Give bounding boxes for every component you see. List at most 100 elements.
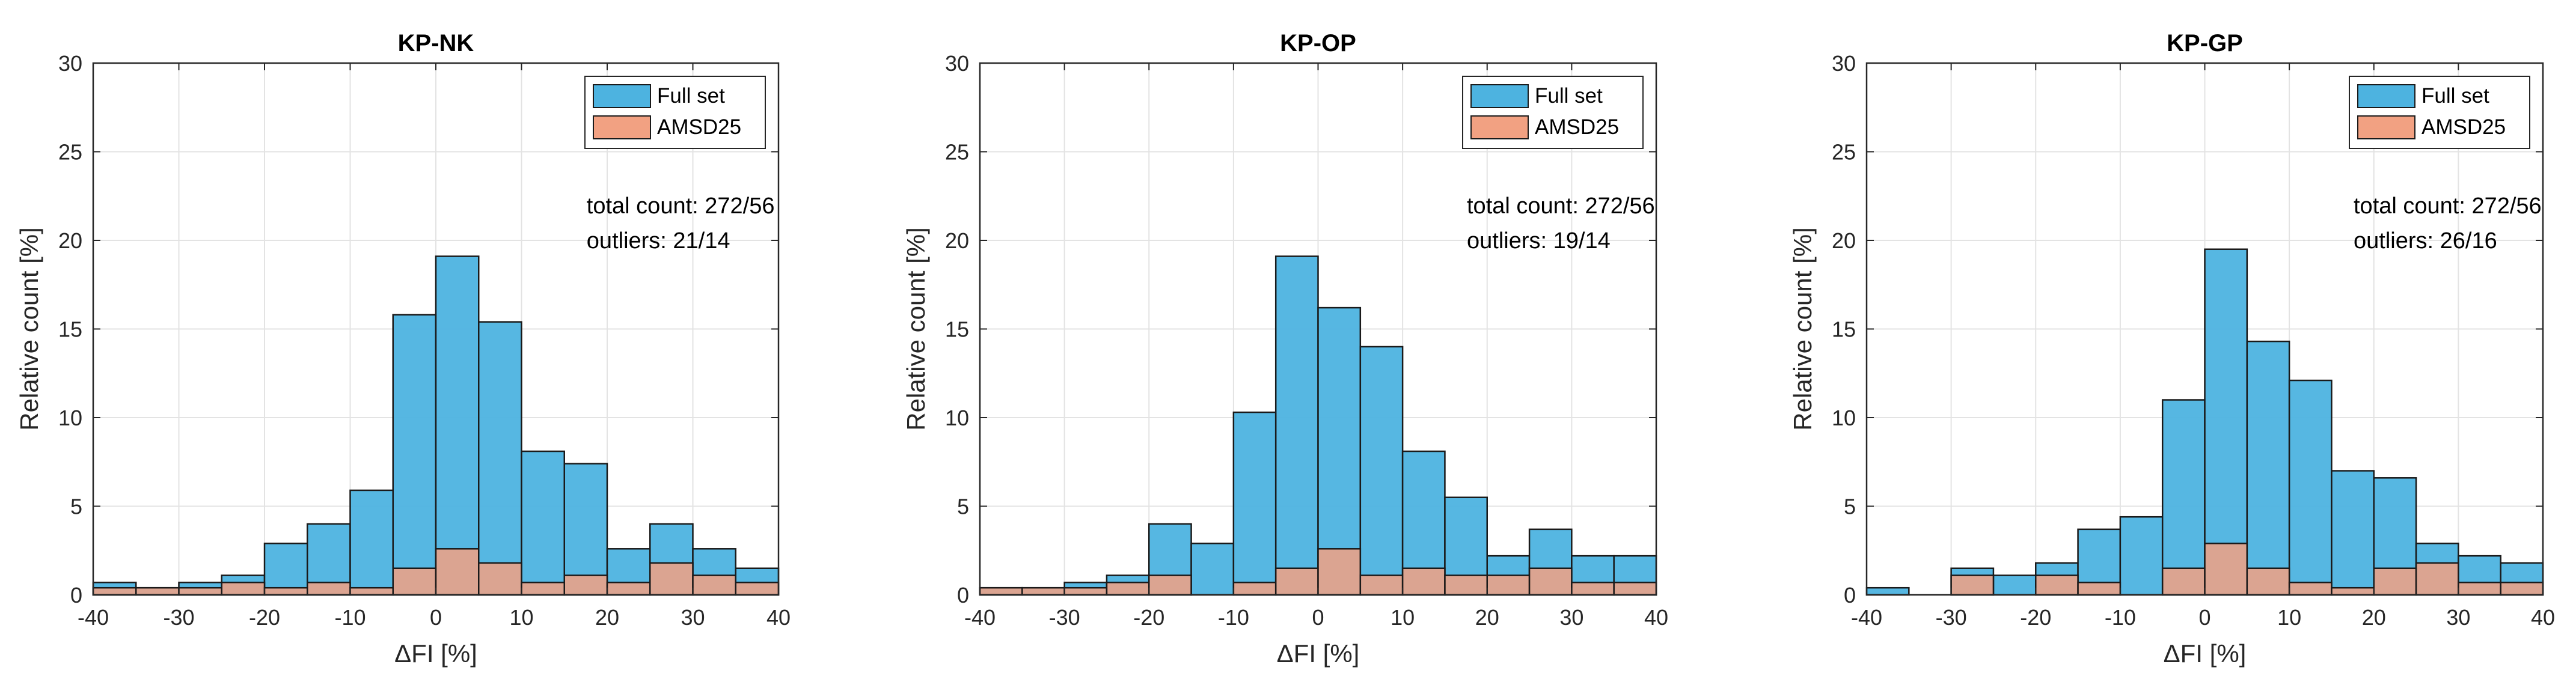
series-amsd25 <box>1950 543 2544 596</box>
bar <box>2288 379 2333 596</box>
bar <box>649 562 694 596</box>
x-tick-label: 10 <box>509 605 533 630</box>
x-tick-label: -30 <box>163 605 194 630</box>
x-tick-label: -40 <box>1851 605 1882 630</box>
bar <box>1865 586 1910 596</box>
chart-title: KP-NK <box>398 30 474 56</box>
x-tick-label: -30 <box>1049 605 1080 630</box>
bar <box>2415 562 2459 596</box>
bar <box>1232 411 1277 596</box>
bar <box>563 574 608 596</box>
x-tick-label: 40 <box>1644 605 1668 630</box>
bar <box>1359 346 1404 596</box>
y-axis-label: Relative count [%] <box>1788 227 1817 431</box>
x-tick-label: -30 <box>1936 605 1967 630</box>
x-axis-label: ΔFI [%] <box>2164 639 2247 668</box>
bar <box>2331 586 2375 596</box>
y-tick-label: 0 <box>70 583 82 607</box>
bar <box>979 586 1023 596</box>
x-tick-label: 20 <box>2362 605 2386 630</box>
bar <box>2373 567 2417 596</box>
bar <box>2161 399 2206 596</box>
x-tick-label: -20 <box>1133 605 1164 630</box>
bar <box>2035 574 2079 596</box>
y-tick-label: 20 <box>945 228 969 253</box>
x-tick-label: 30 <box>681 605 705 630</box>
x-tick-label: 30 <box>1559 605 1583 630</box>
y-tick-label: 25 <box>1832 140 1856 165</box>
x-tick-label: 10 <box>1390 605 1415 630</box>
y-tick-label: 15 <box>1832 317 1856 342</box>
bar <box>521 450 565 596</box>
x-tick-label: 40 <box>2531 605 2555 630</box>
x-tick-label: -20 <box>2020 605 2051 630</box>
outliers-annotation: outliers: 26/16 <box>2354 228 2497 254</box>
x-tick-label: 0 <box>2198 605 2210 630</box>
bar <box>1106 582 1150 596</box>
x-tick-label: -10 <box>334 605 366 630</box>
chart-2: -40 -30 -20 -10 0 10 20 30 40 0 5 10 15 20 25 30 KP-OP ΔF… <box>902 30 1668 668</box>
bar <box>2500 582 2544 596</box>
x-axis-label: ΔFI [%] <box>1277 639 1360 668</box>
legend-swatch <box>593 84 651 108</box>
bar <box>1950 574 1995 596</box>
bar <box>563 463 608 596</box>
legend-swatch <box>1470 115 1529 139</box>
x-tick-label: 0 <box>1312 605 1324 630</box>
x-tick-label: 20 <box>595 605 619 630</box>
bar <box>1444 574 1488 596</box>
total-count-annotation: total count: 272/56 <box>2354 193 2542 219</box>
bar <box>221 582 266 596</box>
y-tick-label: 5 <box>70 495 82 519</box>
y-tick-label: 20 <box>1832 228 1856 253</box>
bar <box>307 582 351 596</box>
bar <box>735 582 780 596</box>
y-tick-label: 30 <box>1832 51 1856 76</box>
bar <box>1021 586 1065 596</box>
bar <box>1992 574 2037 596</box>
y-tick-label: 25 <box>945 140 969 165</box>
bar <box>606 582 651 596</box>
y-tick-label: 5 <box>1844 495 1856 519</box>
x-axis-label: ΔFI [%] <box>394 639 477 668</box>
bar <box>2204 543 2248 596</box>
y-tick-label: 15 <box>58 317 82 342</box>
bar <box>2077 582 2122 596</box>
bar <box>92 586 137 596</box>
legend-label: AMSD25 <box>657 115 741 139</box>
y-tick-label: 10 <box>1832 406 1856 430</box>
x-tick-label: -20 <box>249 605 280 630</box>
bar <box>1232 582 1277 596</box>
legend-label: Full set <box>1535 84 1603 108</box>
bar <box>349 586 394 596</box>
bar <box>1274 567 1319 596</box>
bar <box>2331 470 2375 596</box>
bar <box>135 586 180 596</box>
x-tick-label: 10 <box>2277 605 2301 630</box>
outliers-annotation: outliers: 19/14 <box>1467 228 1611 254</box>
bar <box>2161 567 2206 596</box>
y-tick-label: 5 <box>957 495 969 519</box>
legend-swatch <box>2357 84 2415 108</box>
x-tick-label: 40 <box>766 605 791 630</box>
chart-title: KP-OP <box>1280 30 1356 56</box>
bar <box>1528 567 1573 596</box>
bar <box>1190 543 1235 596</box>
bar <box>392 314 437 596</box>
legend-label: AMSD25 <box>2422 115 2506 139</box>
bar <box>178 586 222 596</box>
bar <box>1317 548 1362 596</box>
bar <box>392 567 437 596</box>
legend: Full set AMSD25 <box>2349 76 2530 149</box>
y-tick-label: 20 <box>58 228 82 253</box>
total-count-annotation: total count: 272/56 <box>587 193 775 219</box>
bar <box>478 562 522 596</box>
bar <box>435 255 480 596</box>
bar <box>1486 574 1531 596</box>
legend-label: Full set <box>2422 84 2489 108</box>
y-tick-label: 25 <box>58 140 82 165</box>
legend-label: AMSD25 <box>1535 115 1619 139</box>
bar <box>2288 582 2333 596</box>
legend-swatch <box>593 115 651 139</box>
